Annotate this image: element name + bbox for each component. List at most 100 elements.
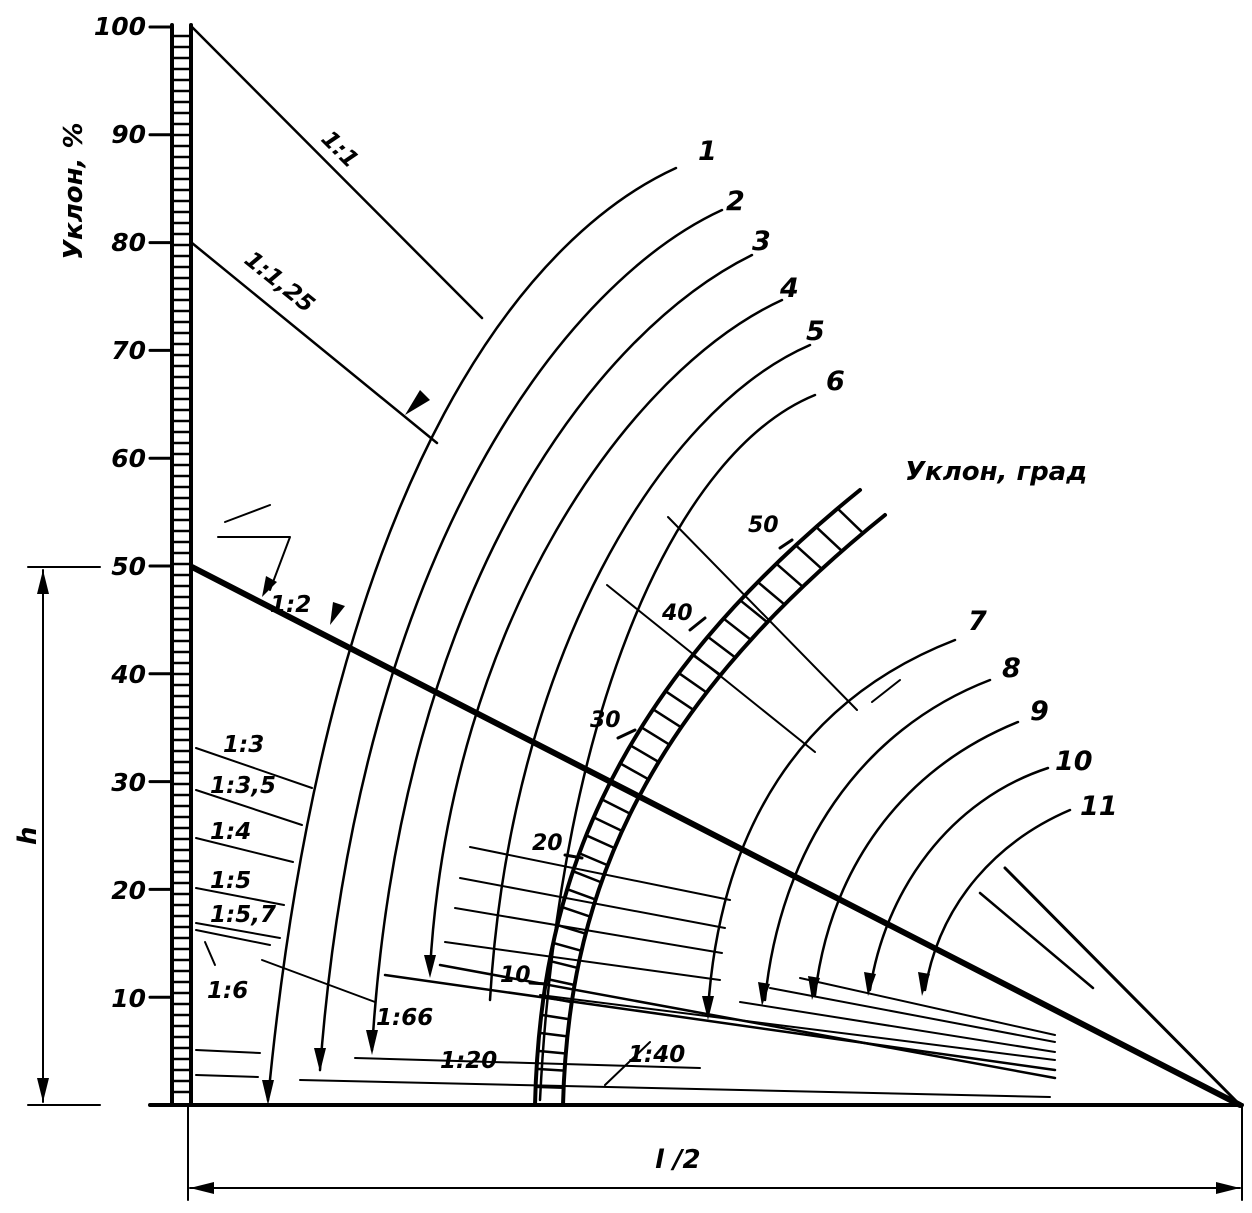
degree-rung bbox=[535, 1067, 566, 1072]
curve-number-2: 2 bbox=[726, 186, 745, 217]
degree-rung bbox=[794, 544, 824, 571]
scale-rungs bbox=[170, 34, 193, 1094]
slope-line-1-5-7 bbox=[195, 922, 281, 939]
curve-number-9: 9 bbox=[1030, 696, 1049, 727]
curve-1 bbox=[266, 166, 678, 1102]
low-slope-line-a bbox=[195, 1049, 261, 1054]
degree-rung bbox=[565, 887, 597, 901]
degree-label-30: 30 bbox=[590, 708, 621, 733]
slope-line-1-1-25 bbox=[190, 241, 439, 445]
degree-rung bbox=[560, 905, 592, 918]
degree-rung bbox=[584, 834, 616, 850]
degree-scale-rungs bbox=[534, 507, 865, 1090]
degree-rung bbox=[571, 869, 603, 884]
slope-1-2-leader bbox=[217, 504, 291, 597]
degree-rung bbox=[629, 744, 660, 764]
degree-rung bbox=[592, 816, 624, 833]
curve-number-11: 11 bbox=[1080, 791, 1118, 822]
slope-label-1-5-7: 1:5,7 bbox=[210, 902, 276, 928]
slope-label-1-1: 1:1 bbox=[316, 126, 364, 174]
degree-label-50: 50 bbox=[748, 513, 779, 538]
percent-scale bbox=[148, 23, 193, 1107]
half-span-dimension bbox=[189, 1182, 1241, 1194]
slope-line-1-1 bbox=[190, 25, 484, 320]
degree-rung bbox=[651, 708, 683, 729]
slope-label-1-3: 1:3 bbox=[223, 732, 264, 758]
curve-number-3: 3 bbox=[752, 226, 771, 257]
degree-rung bbox=[677, 671, 708, 694]
degree-rung bbox=[542, 995, 573, 1004]
degree-rung bbox=[738, 599, 769, 624]
tick-label-50: 50 bbox=[111, 552, 146, 581]
degree-rung bbox=[600, 798, 632, 815]
degree-rung bbox=[814, 525, 844, 553]
curve-10 bbox=[868, 766, 1050, 992]
curve-number-6: 6 bbox=[826, 366, 845, 397]
curve-4 bbox=[428, 298, 784, 972]
tick-label-40: 40 bbox=[110, 660, 146, 689]
degree-rung bbox=[536, 1049, 567, 1055]
degree-rung bbox=[539, 1013, 571, 1021]
tick-label-80: 80 bbox=[111, 228, 146, 257]
height-dimension bbox=[27, 566, 101, 1106]
low-slope-line-b bbox=[195, 1074, 259, 1078]
slope-line-1-6-leader bbox=[204, 941, 216, 966]
curve-number-7: 7 bbox=[968, 606, 987, 637]
degree-rung bbox=[775, 562, 805, 589]
degree-tick-marks bbox=[528, 538, 794, 986]
tick-label-60: 60 bbox=[111, 444, 146, 473]
curve-arrows bbox=[262, 390, 436, 1105]
slope-line-1-2 bbox=[189, 564, 1243, 1108]
tick-label-70: 70 bbox=[111, 336, 146, 365]
degree-rung bbox=[836, 507, 865, 535]
curve-2 bbox=[318, 208, 724, 1072]
left-axis-title: Уклон, % bbox=[59, 122, 89, 260]
slope-label-1-6: 1:6 bbox=[207, 978, 248, 1004]
degree-label-40: 40 bbox=[661, 601, 693, 626]
degree-rung bbox=[664, 689, 695, 712]
degree-scale bbox=[533, 488, 887, 1107]
degree-rung bbox=[548, 959, 580, 970]
degree-rung bbox=[534, 1085, 565, 1090]
tick-label-10: 10 bbox=[111, 984, 146, 1013]
degree-rung bbox=[556, 923, 587, 935]
tick-label-90: 90 bbox=[111, 120, 146, 149]
slope-line-1-6 bbox=[195, 929, 271, 946]
curve-8 bbox=[763, 678, 992, 1002]
curve-6 bbox=[538, 393, 817, 1102]
slope-label-1-3-5: 1:3,5 bbox=[210, 773, 276, 799]
slope-line-1-3-5 bbox=[195, 789, 303, 826]
degree-label-10: 10 bbox=[500, 963, 531, 988]
slope-line-1-66-leader bbox=[261, 959, 376, 1003]
degree-rung bbox=[545, 977, 576, 987]
degree-rung bbox=[756, 580, 786, 606]
curve-5 bbox=[488, 343, 812, 1002]
height-label: h bbox=[13, 826, 43, 845]
slope-label-1-1-25: 1:1,25 bbox=[239, 246, 319, 318]
curve-9 bbox=[813, 720, 1020, 997]
curve-number-5: 5 bbox=[806, 316, 825, 347]
tick-label-30: 30 bbox=[111, 768, 146, 797]
curve-arrows-right bbox=[702, 972, 930, 1020]
curve-3 bbox=[370, 253, 754, 1052]
degree-rung bbox=[691, 653, 722, 677]
curve-7 bbox=[706, 638, 957, 1012]
slope-line-1-5 bbox=[195, 887, 285, 906]
degree-rung bbox=[551, 941, 583, 953]
curve-family-left bbox=[266, 166, 817, 1102]
curve-number-4: 4 bbox=[779, 273, 799, 304]
degree-rung bbox=[618, 762, 650, 781]
slope-label-1-66: 1:66 bbox=[376, 1005, 433, 1031]
degree-rung bbox=[609, 780, 641, 798]
curve-11 bbox=[923, 808, 1072, 992]
degree-rung bbox=[538, 1031, 569, 1038]
slope-label-1-4: 1:4 bbox=[210, 819, 251, 845]
slope-line-1-3 bbox=[195, 747, 313, 789]
degree-rung bbox=[578, 852, 609, 867]
degree-rung bbox=[640, 726, 671, 746]
curve-family-right bbox=[706, 638, 1072, 1012]
tick-label-20: 20 bbox=[111, 876, 146, 905]
degree-rung bbox=[722, 617, 753, 642]
half-span-label: l /2 bbox=[655, 1145, 701, 1175]
